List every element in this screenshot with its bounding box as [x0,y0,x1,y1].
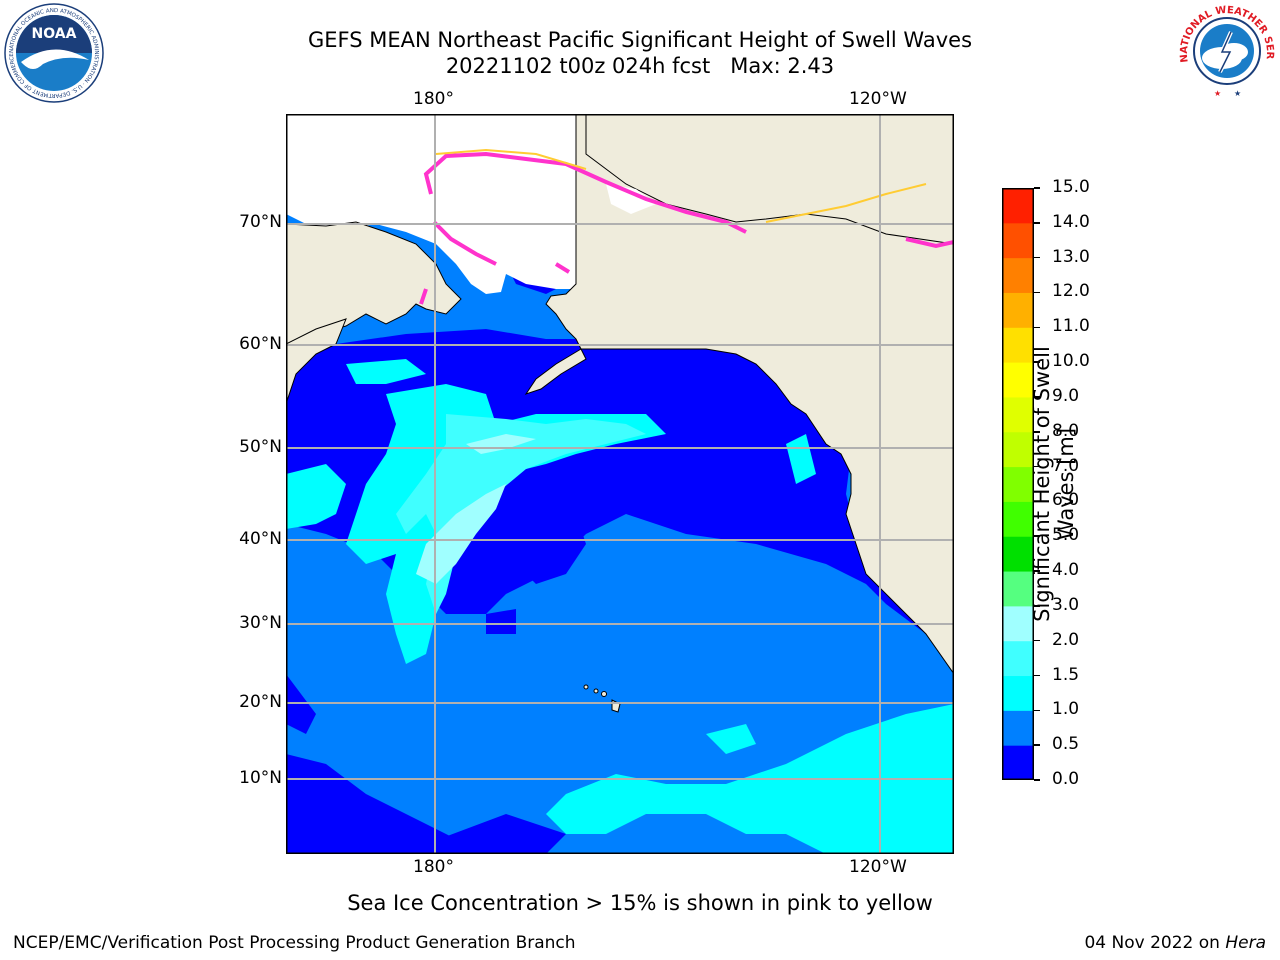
colorbar-swatch [1002,327,1034,363]
host-name: Hera [1225,933,1266,953]
noaa-logo: NOAA NATIONAL OCEANIC AND ATMOSPHERIC AD… [3,2,105,104]
colorbar-tick-label: 10.0 [1052,351,1090,372]
colorbar-tick-mark [1034,187,1040,189]
nws-logo: NATIONAL WEATHER SERVICE ★ ★ [1172,0,1278,100]
colorbar-swatch [1002,292,1034,328]
colorbar-tick-mark [1034,500,1040,503]
colorbar-swatch [1002,536,1034,572]
sea-ice-yellow [435,148,927,223]
light-cyan-regions [396,414,646,614]
colorbar-label-line2: Waves [m] [1054,427,1078,541]
colorbar-tick-mark [1034,744,1040,746]
colorbar-tick-label: 2.0 [1052,629,1080,650]
date-host: 04 Nov 2022 on Hera [1084,933,1266,953]
lat-label-20n: 20°N [239,692,282,712]
chart-subtitle: 20221102 t00z 024h fcst Max: 2.43 [445,54,835,78]
colorbar-tick-mark [1034,779,1040,781]
lon-label-120w-top: 120°W [849,89,907,109]
svg-text:NOAA: NOAA [32,26,77,42]
colorbar-label: Significant Height of Swell Waves [m] [1030,334,1078,634]
colorbar-swatch [1002,257,1034,293]
colorbar-tick-mark [1034,570,1040,572]
colorbar-label-line1: Significant Height of Swell [1030,346,1054,622]
map-border [286,114,954,854]
colorbar-swatches [1002,188,1034,781]
colorbar-swatch [1002,710,1034,746]
land-masses [285,113,955,676]
colorbar-tick-mark [1034,709,1040,712]
colorbar-tick-mark [1034,535,1040,537]
map-panel [285,113,955,854]
colorbar-tick-label: 9.0 [1052,385,1080,406]
colorbar-border [1002,188,1034,780]
colorbar-tick-label: 5.0 [1052,525,1080,546]
colorbar-swatch [1002,501,1034,537]
colorbar-swatch [1002,675,1034,711]
colorbar-tick-label: 12.0 [1052,281,1090,302]
graticule [286,114,954,854]
colorbar-tick-label: 3.0 [1052,594,1080,615]
lat-label-60n: 60°N [239,334,282,354]
colorbar-swatch [1002,605,1034,642]
colorbar-tick-label: 7.0 [1052,455,1080,476]
colorbar-swatch [1002,188,1034,224]
colorbar-tick-mark [1034,639,1040,642]
colorbar-tick-label: 0.5 [1052,734,1080,755]
colorbar-tick-label: 1.0 [1052,699,1080,720]
svg-text:★: ★ [1234,89,1241,98]
lon-label-180-bottom: 180° [413,857,454,877]
colorbar-swatch [1002,466,1034,502]
colorbar-swatch [1002,745,1034,781]
lat-label-30n: 30°N [239,613,282,633]
colorbar [1002,188,1034,781]
colorbar-tick-label: 0.0 [1052,769,1080,789]
lon-label-120w-bottom: 120°W [849,857,907,877]
svg-text:★: ★ [1214,89,1221,98]
lat-label-70n: 70°N [239,212,282,232]
credit-text: NCEP/EMC/Verification Post Processing Pr… [13,933,576,953]
colorbar-swatch [1002,640,1034,677]
colorbar-tick-label: 6.0 [1052,490,1080,511]
colorbar-tick-mark [1034,431,1040,433]
swell-height-map [285,113,955,854]
lat-label-40n: 40°N [239,529,282,549]
colorbar-tick-label: 11.0 [1052,316,1090,337]
colorbar-tick-mark [1034,222,1040,224]
colorbar-tick-mark [1034,396,1040,398]
date-text: 04 Nov 2022 on [1084,933,1220,953]
colorbar-swatch [1002,571,1034,607]
colorbar-tick-mark [1034,326,1040,329]
sea-ice-note: Sea Ice Concentration > 15% is shown in … [347,891,933,915]
colorbar-tick-mark [1034,674,1040,677]
colorbar-tick-mark [1034,256,1040,259]
colorbar-tick-label: 15.0 [1052,177,1090,197]
colorbar-swatch [1002,362,1034,398]
colorbar-tick-label: 8.0 [1052,420,1080,441]
colorbar-tick-label: 4.0 [1052,560,1080,581]
lat-label-10n: 10°N [239,768,282,788]
colorbar-tick-mark [1034,291,1040,294]
colorbar-swatch [1002,222,1034,259]
colorbar-swatch [1002,396,1034,433]
colorbar-tick-label: 1.5 [1052,664,1080,685]
lon-label-180-top: 180° [413,89,454,109]
chart-title: GEFS MEAN Northeast Pacific Significant … [307,28,973,52]
colorbar-swatch [1002,431,1034,468]
colorbar-tick-mark [1034,605,1040,607]
colorbar-tick-label: 14.0 [1052,211,1090,232]
colorbar-tick-mark [1034,361,1040,363]
lat-label-50n: 50°N [239,437,282,457]
colorbar-tick-mark [1034,465,1040,468]
colorbar-tick-label: 13.0 [1052,246,1090,267]
